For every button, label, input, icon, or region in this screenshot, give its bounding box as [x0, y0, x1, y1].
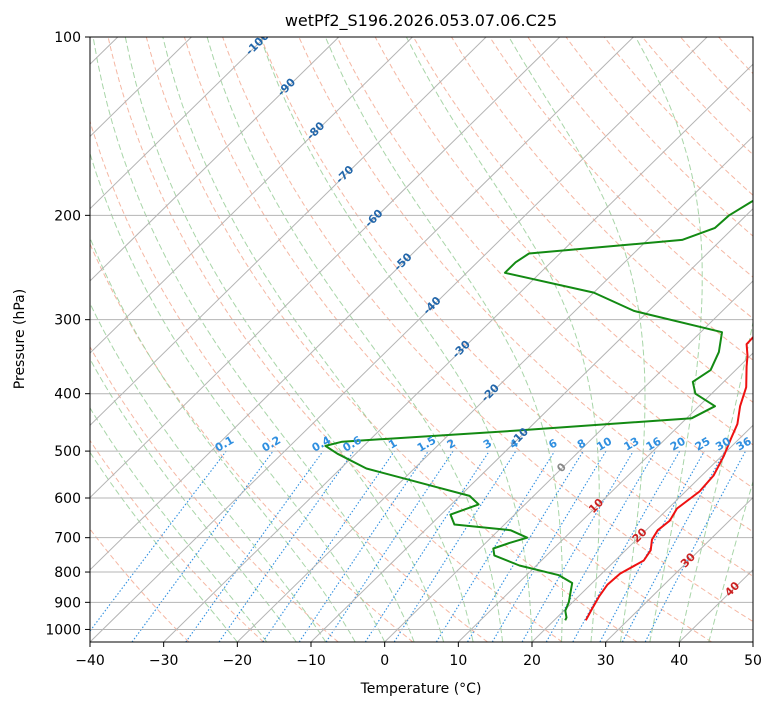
dry-adiabat-line	[336, 37, 753, 489]
x-axis-title: Temperature (°C)	[360, 681, 482, 697]
dry-adiabat-line	[489, 37, 753, 320]
dewpoint-line	[324, 199, 753, 621]
temperature-line	[584, 335, 753, 621]
moist-adiabat-line	[124, 37, 445, 642]
isotherm-line	[90, 37, 340, 282]
isotherm-line	[384, 280, 753, 642]
x-tick-label: 0	[380, 653, 389, 669]
moist-adiabats	[90, 37, 753, 642]
isotherm-line	[90, 37, 561, 499]
mixing-ratio-line	[435, 450, 556, 642]
moist-adiabat-line	[206, 37, 503, 642]
moist-adiabat-line	[90, 236, 356, 642]
dry-adiabat-line	[298, 37, 753, 533]
y-tick-label: 600	[54, 491, 81, 507]
y-tick-label: 400	[54, 387, 81, 403]
y-tick-label: 500	[54, 444, 81, 460]
y-tick-label: 200	[54, 208, 81, 224]
moist-adiabat-line	[635, 37, 703, 642]
isotherms	[90, 37, 753, 642]
sounding-series	[324, 199, 753, 621]
y-tick-label: 900	[54, 595, 81, 611]
isotherm-line	[90, 37, 634, 571]
chart-title: wetPf2_S196.2026.053.07.06.C25	[285, 11, 557, 31]
isotherm-line	[457, 352, 753, 642]
dry-adiabat-line	[145, 37, 638, 642]
moist-adiabat-line	[90, 451, 238, 642]
dry-adiabat-line	[260, 37, 753, 577]
y-tick-label: 800	[54, 565, 81, 581]
x-tick-label: 30	[597, 653, 615, 669]
x-axis: −40 −30 −20 −10 0 10 20 30 40 50	[75, 642, 762, 669]
mixing-ratio-line	[262, 450, 395, 642]
x-tick-label: 40	[670, 653, 688, 669]
isotherm-line	[90, 37, 413, 354]
mixing-ratio-line	[364, 450, 490, 642]
mixing-ratio-line	[185, 450, 324, 642]
dry-adiabat-line	[603, 37, 753, 196]
x-tick-label: −30	[149, 653, 179, 669]
moist-adiabat-line	[162, 37, 474, 642]
plot-frame	[89, 36, 754, 643]
mixing-ratio-line	[90, 450, 227, 632]
isotherm-line	[163, 63, 753, 642]
dry-adiabat-line	[90, 119, 488, 642]
isotherm-line	[531, 424, 753, 642]
x-tick-label: 10	[449, 653, 467, 669]
moist-adiabat-line	[90, 151, 386, 642]
isotherm-line	[90, 37, 708, 642]
moist-adiabat-line	[259, 37, 533, 642]
y-tick-label: 100	[54, 30, 81, 46]
mixing-ratio-line	[131, 450, 274, 642]
moist-adiabat-line	[92, 37, 415, 642]
dry-adiabat-line	[183, 37, 712, 642]
dry-adiabat-line	[90, 439, 264, 642]
mixing-ratio-line	[644, 450, 747, 642]
mixing-ratio-line	[218, 450, 355, 642]
y-tick-label: 700	[54, 531, 81, 547]
pressure-gridlines	[90, 37, 753, 630]
moist-adiabat-line	[405, 37, 600, 642]
isotherm-line	[310, 207, 753, 642]
x-tick-label: −40	[75, 653, 105, 669]
isotherm-line	[90, 37, 487, 427]
x-tick-label: −20	[223, 653, 253, 669]
y-tick-label: 1000	[45, 622, 81, 638]
mixing-ratio-line	[599, 450, 705, 642]
x-tick-label: −10	[296, 653, 326, 669]
plot-area: 0.1 0.2 0.4 0.6 1 1.5 2 3 4 6 8 10 13 16 20 25 30 36-100-…	[90, 37, 754, 642]
dry-adiabats	[90, 37, 753, 642]
y-axis: 100 200 300 400 500 600 700 800 900 1000	[45, 30, 90, 638]
mixing-ratio-label: 36	[734, 434, 754, 453]
mixing-ratio-line	[521, 450, 634, 642]
mixing-ratio-line	[467, 450, 584, 642]
moist-adiabat-line	[324, 37, 563, 642]
x-tick-label: 50	[744, 653, 762, 669]
dry-adiabat-line	[90, 345, 339, 642]
moist-adiabat-line	[90, 406, 268, 642]
dry-adiabat-line	[451, 37, 753, 361]
moist-adiabat-line	[508, 37, 646, 642]
x-tick-label: 20	[523, 653, 541, 669]
mixing-ratio-line	[572, 450, 681, 642]
isotherm-line	[90, 37, 266, 210]
mixing-ratio-line	[393, 450, 517, 642]
y-tick-label: 300	[54, 313, 81, 329]
isotherm-line	[236, 135, 753, 642]
dry-adiabat-line	[107, 37, 563, 642]
isotherm-line	[605, 496, 753, 642]
y-axis-title: Pressure (hPa)	[12, 289, 28, 389]
